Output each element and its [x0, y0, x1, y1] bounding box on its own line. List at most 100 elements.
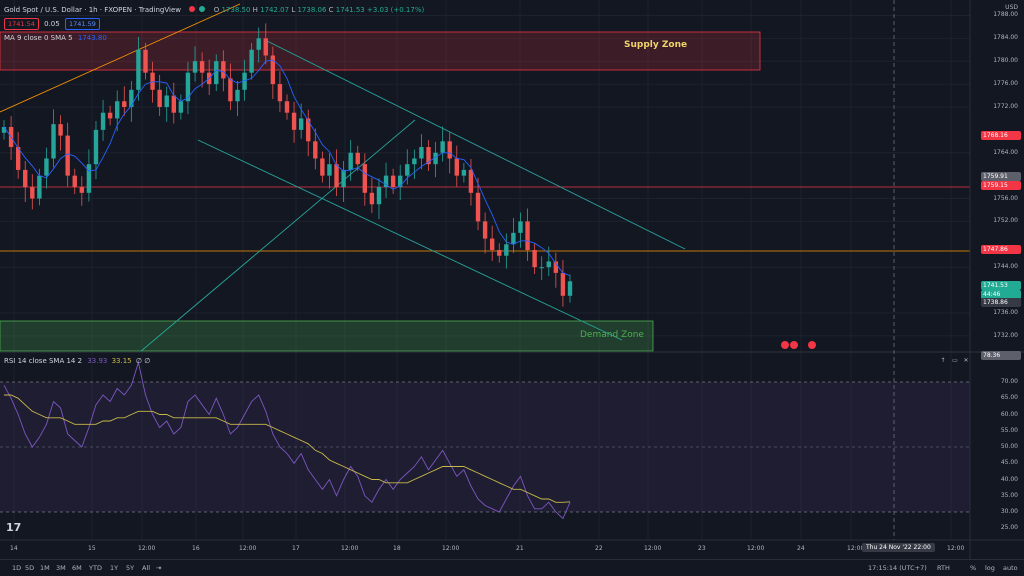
pane-up-icon[interactable]: ↑ [940, 357, 946, 364]
supply-zone[interactable] [0, 31, 761, 71]
candle-body[interactable] [405, 164, 410, 176]
percent-toggle[interactable]: % [970, 564, 977, 572]
candle-body[interactable] [199, 61, 205, 73]
rsi-sma-line[interactable] [4, 394, 571, 503]
log-toggle[interactable]: log [985, 564, 995, 572]
date-range-icon[interactable]: ⇥ [156, 564, 162, 572]
candle-body[interactable] [306, 118, 311, 142]
candle-body[interactable] [15, 147, 21, 170]
candle-body[interactable] [171, 95, 176, 113]
candle-body[interactable] [398, 175, 403, 188]
candle-body[interactable] [454, 158, 459, 176]
rsi-line[interactable] [3, 360, 571, 520]
candle-body[interactable] [291, 112, 297, 130]
candle-body[interactable] [65, 135, 70, 176]
candle-body[interactable] [86, 164, 92, 193]
symbol-title[interactable]: Gold Spot / U.S. Dollar · 1h · FXOPEN · … [4, 6, 181, 14]
candle-body[interactable] [532, 250, 537, 268]
candle-body[interactable] [157, 89, 162, 107]
candle-body[interactable] [298, 118, 304, 130]
ask-button[interactable]: 1741.59 [64, 18, 100, 30]
pane-close-icon[interactable]: ✕ [963, 357, 969, 364]
candle-body[interactable] [72, 175, 77, 188]
candle-body[interactable] [122, 101, 127, 107]
range-5y[interactable]: 5Y [126, 564, 135, 572]
candle-body[interactable] [1, 127, 7, 133]
candle-body[interactable] [376, 187, 382, 205]
range-1d[interactable]: 1D [12, 564, 22, 572]
candle-body[interactable] [489, 238, 495, 251]
range-1m[interactable]: 1M [40, 564, 50, 572]
candle-body[interactable] [440, 141, 445, 153]
session-button[interactable]: RTH [937, 564, 950, 572]
candle-body[interactable] [270, 55, 276, 85]
candle-body[interactable] [313, 141, 318, 159]
rising-line[interactable] [139, 119, 416, 353]
candle-body[interactable] [79, 187, 85, 193]
candle-body[interactable] [136, 49, 141, 90]
range-6m[interactable]: 6M [72, 564, 82, 572]
candle-body[interactable] [369, 192, 375, 205]
candle-body[interactable] [44, 158, 49, 176]
candle-body[interactable] [93, 129, 99, 165]
candle-body[interactable] [263, 38, 268, 56]
ma-legend[interactable]: MA 9 close 0 SMA 5 [4, 34, 73, 42]
candle-body[interactable] [23, 169, 28, 188]
candle-body[interactable] [341, 169, 346, 188]
candle-body[interactable] [447, 141, 452, 159]
candle-body[interactable] [221, 61, 226, 79]
candle-body[interactable] [150, 72, 155, 90]
currency-label[interactable]: USD [1005, 4, 1018, 11]
candle-body[interactable] [546, 261, 551, 268]
candle-body[interactable] [37, 175, 42, 199]
candle-body[interactable] [567, 281, 573, 296]
candle-body[interactable] [129, 89, 134, 107]
candle-body[interactable] [482, 221, 488, 239]
candle-body[interactable] [355, 152, 360, 165]
candle-body[interactable] [362, 164, 368, 193]
candle-body[interactable] [115, 101, 120, 119]
candle-body[interactable] [178, 101, 184, 113]
candle-body[interactable] [504, 244, 509, 256]
clock[interactable]: 17:15:14 (UTC+7) [868, 564, 927, 572]
candle-body[interactable] [284, 101, 290, 113]
candle-body[interactable] [518, 221, 523, 233]
candle-body[interactable] [461, 169, 467, 176]
candle-body[interactable] [143, 49, 148, 73]
candle-body[interactable] [419, 147, 424, 159]
rsi-legend[interactable]: RSI 14 close SMA 14 2 [4, 357, 83, 365]
candle-body[interactable] [30, 187, 35, 199]
candle-body[interactable] [560, 272, 566, 296]
candle-body[interactable] [390, 175, 396, 188]
orange-trend-line[interactable] [0, 3, 241, 113]
candle-body[interactable] [433, 152, 438, 165]
candle-body[interactable] [525, 221, 530, 251]
pane-maximize-icon[interactable]: ▭ [952, 357, 958, 364]
candle-body[interactable] [164, 95, 169, 107]
candle-body[interactable] [327, 164, 332, 176]
range-3m[interactable]: 3M [56, 564, 66, 572]
candle-body[interactable] [320, 158, 325, 176]
candle-body[interactable] [497, 250, 502, 256]
candle-body[interactable] [256, 38, 261, 50]
candle-body[interactable] [214, 61, 219, 85]
candle-body[interactable] [58, 124, 63, 136]
candle-body[interactable] [511, 232, 516, 245]
candle-body[interactable] [412, 158, 417, 165]
demand-zone[interactable] [0, 320, 654, 352]
ma-line[interactable] [3, 59, 571, 277]
candle-body[interactable] [348, 152, 353, 170]
candle-body[interactable] [553, 261, 559, 273]
candle-body[interactable] [475, 192, 481, 222]
channel-upper-line[interactable] [264, 39, 686, 250]
candle-body[interactable] [107, 112, 113, 119]
candle-body[interactable] [426, 147, 431, 165]
candle-body[interactable] [539, 267, 544, 269]
candle-body[interactable] [334, 164, 339, 188]
candle-body[interactable] [277, 84, 283, 102]
candle-body[interactable] [249, 49, 254, 73]
candle-body[interactable] [185, 72, 191, 102]
candle-body[interactable] [192, 61, 198, 73]
candle-body[interactable] [228, 78, 233, 102]
event-markers[interactable] [781, 341, 816, 349]
